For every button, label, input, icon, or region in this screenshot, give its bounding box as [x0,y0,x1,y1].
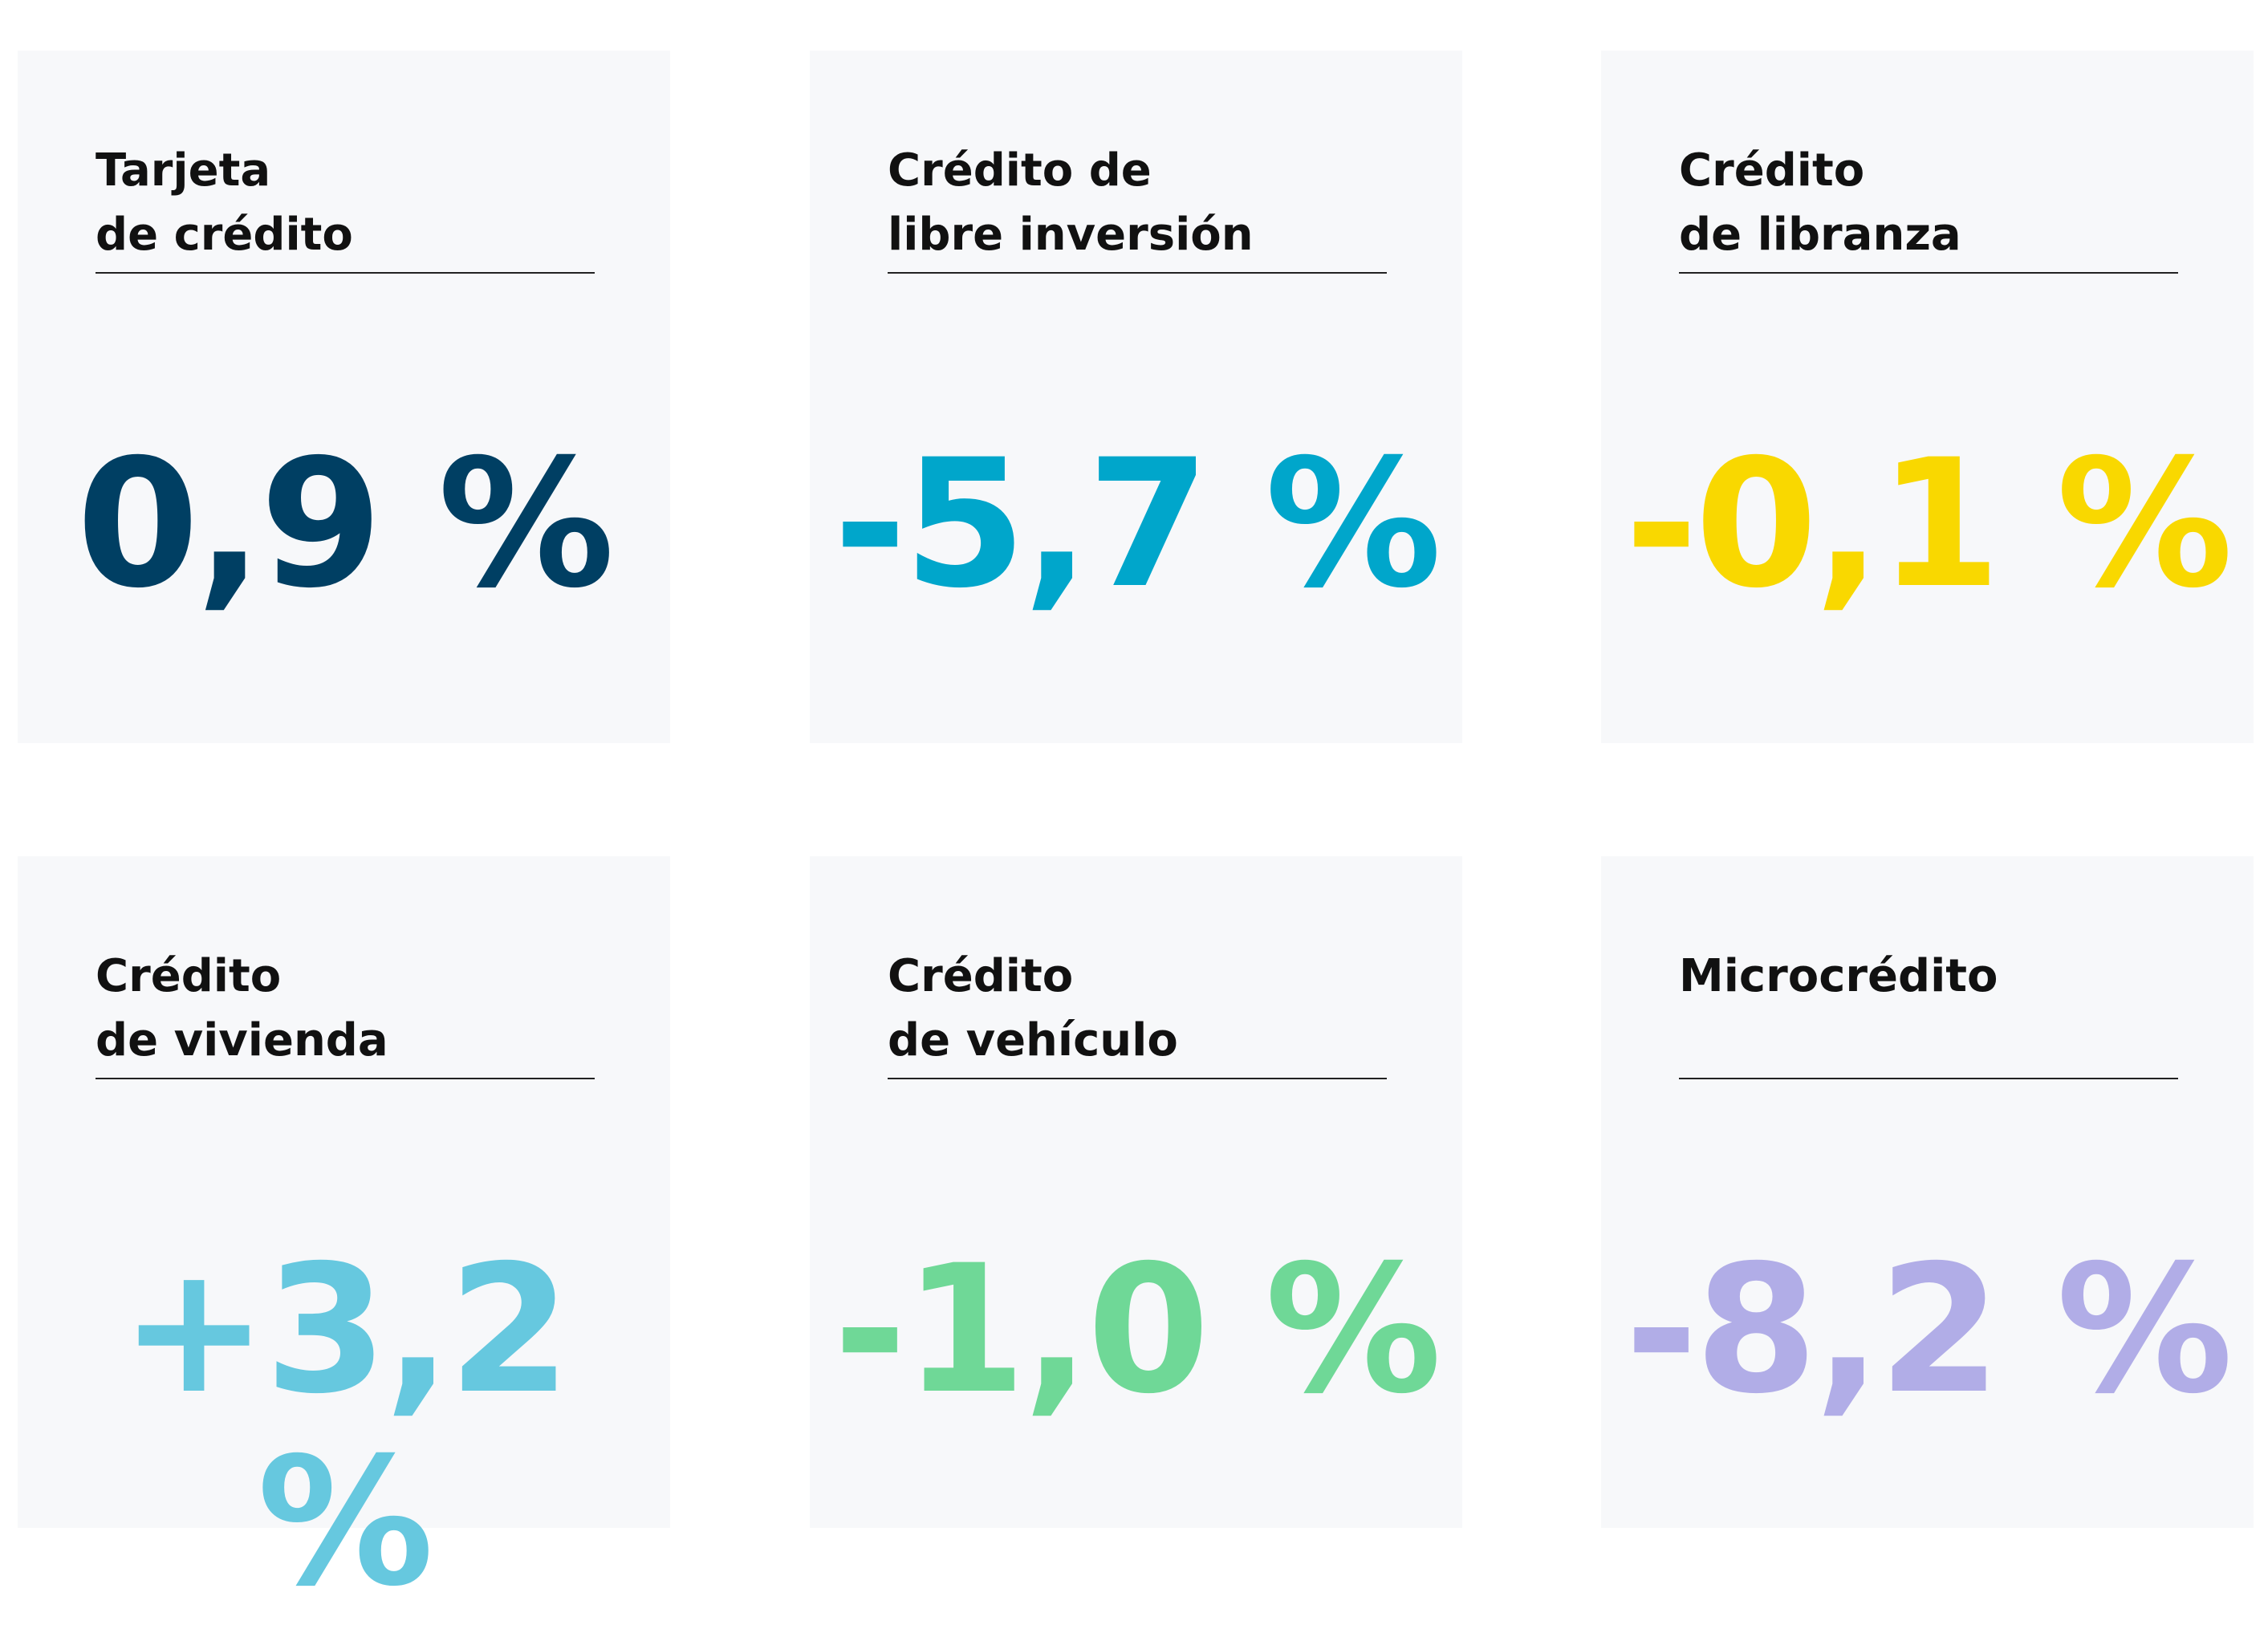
title-line: Crédito [888,950,1074,1002]
divider [888,1078,1387,1079]
divider [96,272,595,274]
card-title: Crédito de vehículo [888,945,1385,1073]
title-line: de vivienda [96,1014,388,1066]
title-line: Crédito [1679,144,1865,197]
card-value: -8,2 % [1624,1227,2233,1432]
title-line: de vehículo [888,1014,1178,1066]
title-line: de crédito [96,209,353,261]
card-title: Crédito de vivienda [96,945,593,1073]
card-value: +3,2 % [120,1227,571,1625]
title-line: Crédito [96,950,282,1002]
divider [1679,1078,2178,1079]
card-title: Microcrédito [1679,945,2177,1009]
card: Crédito de vivienda +3,2 % [18,856,670,1619]
card-value: -1,0 % [833,1227,1441,1432]
title-line: de libranza [1679,209,1961,261]
page: Tarjeta de crédito 0,9 % Crédito de libre in… [18,51,2254,1619]
divider [888,272,1387,274]
card-title: Crédito de libranza [1679,139,2177,267]
card: Microcrédito -8,2 % [1601,856,2254,1528]
card-title: Tarjeta de crédito [96,139,593,267]
card-title: Crédito de libre inversión [888,139,1385,267]
title-line: Tarjeta [96,144,271,197]
divider [1679,272,2178,274]
card: Crédito de libre inversión -5,7 % [810,51,1462,743]
card-value: -5,7 % [833,421,1441,627]
card: Crédito de libranza -0,1 % [1601,51,2254,743]
title-line: libre inversión [888,209,1254,261]
divider [96,1078,595,1079]
title-line: Microcrédito [1679,950,1998,1002]
card-value: 0,9 % [76,421,615,627]
title-line: Crédito de [888,144,1152,197]
card-value: -0,1 % [1624,421,2233,627]
card: Tarjeta de crédito 0,9 % [18,51,670,743]
card: Crédito de vehículo -1,0 % [810,856,1462,1528]
